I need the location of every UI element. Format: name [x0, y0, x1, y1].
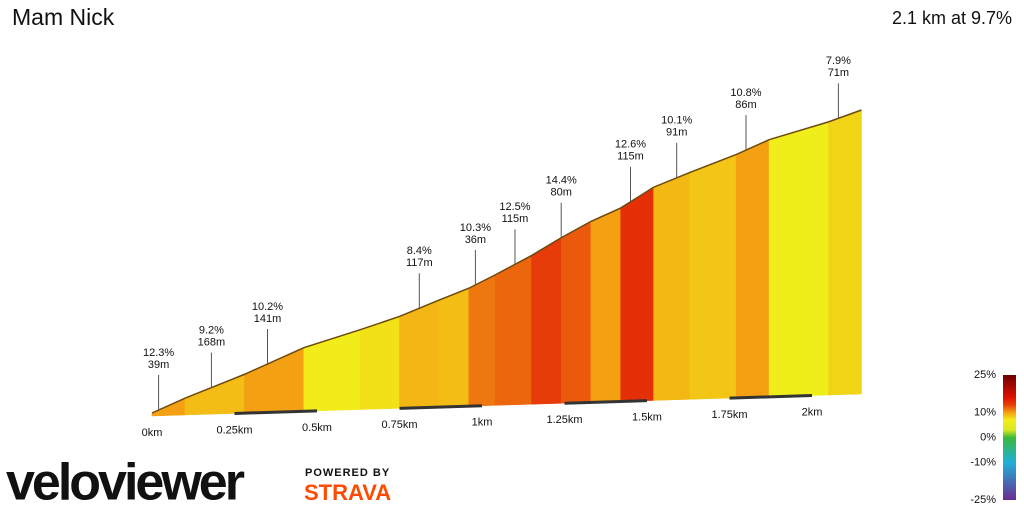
axis-segment: [564, 399, 648, 405]
gradient-stripe: [399, 299, 440, 409]
gradient-stripe: [828, 109, 862, 396]
x-tick-label: 1.75km: [711, 409, 747, 421]
x-tick-label: 2km: [802, 406, 823, 418]
chart-subtitle: 2.1 km at 9.7%: [892, 8, 1012, 28]
gradient-stripe: [468, 274, 496, 407]
x-tick-label: 0.5km: [302, 422, 332, 434]
x-tick-label: 0km: [142, 427, 163, 439]
annotation-gradient: 14.4%: [546, 175, 577, 187]
gradient-stripe: [620, 186, 654, 402]
gradient-stripe: [689, 154, 737, 400]
gradient-stripe: [531, 237, 562, 405]
annotation-length: 86m: [735, 99, 756, 111]
x-tick-label: 1.25km: [546, 414, 582, 426]
x-tick-label: 0.25km: [216, 424, 252, 436]
annotation-length: 71m: [828, 67, 849, 79]
annotation-gradient: 12.5%: [499, 201, 530, 213]
annotation-gradient: 12.3%: [143, 347, 174, 359]
annotation-gradient: 10.8%: [730, 87, 761, 99]
gradient-stripe: [244, 347, 305, 414]
gradient-stripe: [653, 172, 691, 401]
annotation-length: 117m: [406, 257, 433, 269]
colorbar-tick-label: 25%: [974, 369, 996, 381]
annotation-length: 115m: [502, 213, 529, 225]
colorbar-tick-label: 10%: [974, 406, 996, 418]
annotation-length: 91m: [666, 127, 687, 139]
annotation-gradient: 8.4%: [407, 245, 432, 257]
chart-title: Mam Nick: [12, 4, 115, 30]
gradient-stripe: [359, 316, 400, 410]
annotation-gradient: 10.3%: [460, 222, 491, 234]
gradient-stripe: [590, 207, 621, 403]
gradient-stripe: [768, 121, 829, 398]
x-tick-label: 1.5km: [632, 412, 662, 424]
annotation-gradient: 10.1%: [661, 115, 692, 127]
gradient-stripe: [303, 329, 361, 412]
annotation-length: 168m: [198, 336, 226, 348]
axis-segment: [729, 394, 813, 400]
colorbar-tick-label: -25%: [970, 494, 996, 506]
annotation-length: 115m: [617, 151, 644, 163]
annotation-length: 36m: [465, 234, 486, 246]
x-tick-label: 0.75km: [381, 419, 417, 431]
annotation-length: 80m: [550, 187, 571, 199]
powered-by: POWERED BY: [305, 467, 390, 479]
gradient-stripe: [560, 220, 592, 404]
annotation-gradient: 7.9%: [826, 55, 851, 67]
gradient-stripe: [735, 139, 770, 399]
strava-logo: STRAVA: [304, 480, 391, 505]
colorbar-tick-label: -10%: [970, 456, 996, 468]
x-tick-label: 1km: [472, 417, 493, 429]
annotation-length: 39m: [148, 359, 169, 371]
logo: veloviewer: [6, 454, 245, 512]
annotation-gradient: 9.2%: [199, 324, 224, 336]
annotation-length: 141m: [254, 313, 282, 325]
axis-segment: [234, 409, 318, 415]
profile-line: [151, 109, 862, 414]
annotation-gradient: 12.6%: [615, 139, 646, 151]
annotation-gradient: 10.2%: [252, 301, 283, 313]
colorbar: [1003, 375, 1016, 500]
gradient-stripe: [494, 255, 532, 406]
gradient-stripe: [438, 287, 470, 408]
axis-segment: [399, 404, 483, 410]
colorbar-tick-label: 0%: [980, 431, 996, 443]
